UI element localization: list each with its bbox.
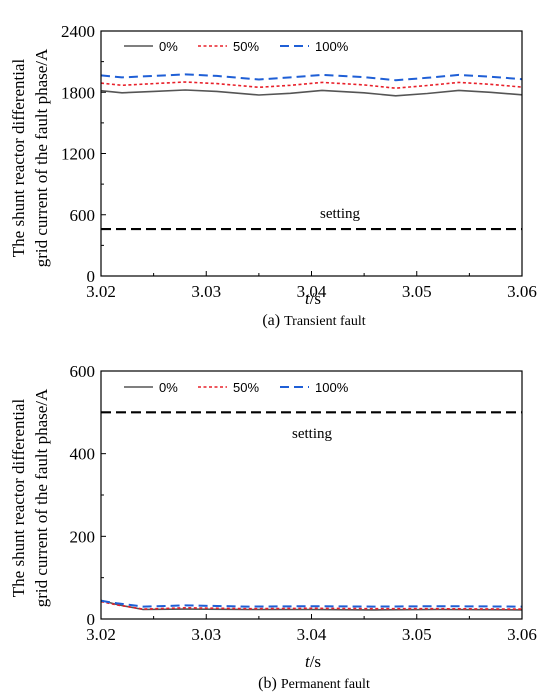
caption: (b) Permanent fault xyxy=(258,675,370,692)
setting-label: setting xyxy=(292,426,332,442)
chart-permanent-fault: The shunt reactor differential grid curr… xyxy=(9,362,537,692)
caption-prefix: (b) xyxy=(258,675,277,692)
plot-area xyxy=(100,370,523,620)
x-axis-label-unit: /s xyxy=(310,289,321,308)
y-tick-label: 0 xyxy=(87,610,96,629)
y-axis-label-line1: The shunt reactor differential xyxy=(9,399,28,598)
x-axis-label: t/s xyxy=(305,652,321,671)
series-line-100pct xyxy=(100,73,523,82)
plot-frame xyxy=(100,30,523,277)
caption-text: Transient fault xyxy=(284,314,366,329)
legend: 0% 50% 100% xyxy=(124,39,349,54)
series-line-100pct xyxy=(100,599,523,608)
x-tick-labels: 3.02 3.03 3.04 3.05 3.06 xyxy=(86,625,537,644)
x-tick-label: 3.03 xyxy=(191,625,221,644)
y-tick-label: 600 xyxy=(70,206,96,225)
legend-label-1: 50% xyxy=(233,39,259,54)
x-axis-label-unit: /s xyxy=(310,652,321,671)
x-axis-label-symbol: t xyxy=(305,289,311,308)
x-axis-label: t/s xyxy=(305,289,321,308)
x-tick-label: 3.05 xyxy=(402,625,432,644)
chart-transient-fault: The shunt reactor differential grid curr… xyxy=(9,22,537,329)
series-line-0pct xyxy=(100,89,523,97)
plot-area xyxy=(100,30,523,277)
legend-label-0: 0% xyxy=(159,380,178,395)
x-tick-labels: 3.02 3.03 3.04 3.05 3.06 xyxy=(86,282,537,301)
x-tick-label: 3.05 xyxy=(402,282,432,301)
setting-label: setting xyxy=(320,206,360,222)
y-axis-label-line1: The shunt reactor differential xyxy=(9,59,28,258)
x-tick-label: 3.04 xyxy=(297,625,327,644)
legend: 0% 50% 100% xyxy=(124,380,349,395)
y-tick-label: 0 xyxy=(87,267,96,286)
y-axis-label-line2: grid current of the fault phase/A xyxy=(32,388,51,607)
x-tick-label: 3.06 xyxy=(507,282,537,301)
caption: (a) Transient fault xyxy=(262,312,365,329)
series-line-50pct xyxy=(100,81,523,89)
legend-label-1: 50% xyxy=(233,380,259,395)
y-tick-label: 200 xyxy=(70,527,96,546)
y-tick-labels: 0 200 400 600 xyxy=(70,362,96,629)
x-tick-label: 3.02 xyxy=(86,625,116,644)
y-tick-label: 600 xyxy=(70,362,96,381)
caption-text: Permanent fault xyxy=(281,677,370,692)
x-tick-label: 3.03 xyxy=(191,282,221,301)
y-axis-label-line2: grid current of the fault phase/A xyxy=(32,48,51,267)
x-tick-label: 3.06 xyxy=(507,625,537,644)
y-tick-label: 1200 xyxy=(61,145,95,164)
plot-frame xyxy=(100,370,523,620)
x-axis-label-symbol: t xyxy=(305,652,311,671)
y-tick-label: 1800 xyxy=(61,83,95,102)
legend-label-2: 100% xyxy=(315,380,349,395)
y-tick-label: 2400 xyxy=(61,22,95,41)
caption-prefix: (a) xyxy=(262,312,280,329)
x-tick-label: 3.04 xyxy=(297,282,327,301)
x-tick-label: 3.02 xyxy=(86,282,116,301)
legend-label-0: 0% xyxy=(159,39,178,54)
y-tick-label: 400 xyxy=(70,445,96,464)
legend-label-2: 100% xyxy=(315,39,349,54)
series-line-50pct xyxy=(100,600,523,610)
y-tick-labels: 0 600 1200 1800 2400 xyxy=(61,22,95,286)
